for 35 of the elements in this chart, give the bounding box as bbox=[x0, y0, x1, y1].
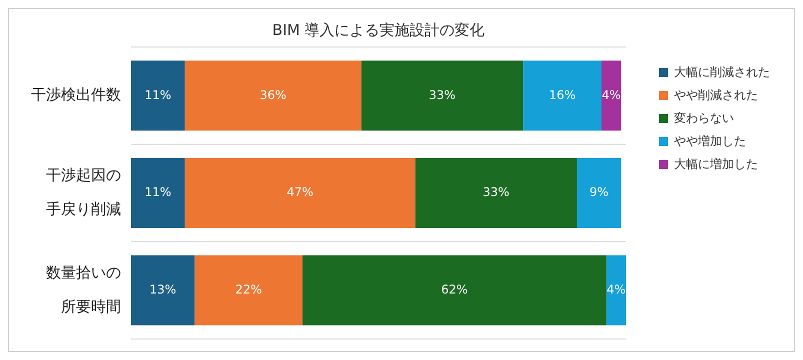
data-label: 16% bbox=[548, 88, 576, 102]
data-label: 36% bbox=[260, 88, 286, 102]
data-label: 11% bbox=[144, 185, 172, 200]
y-tick-label: 数量拾いの所要時間 bbox=[46, 263, 121, 316]
bar bbox=[576, 158, 622, 228]
data-label: 4% bbox=[606, 282, 626, 297]
bar bbox=[601, 60, 622, 131]
bar bbox=[131, 158, 185, 228]
bar bbox=[606, 255, 626, 326]
data-label: 33% bbox=[428, 88, 456, 102]
bar bbox=[415, 158, 577, 228]
data-label: 4% bbox=[602, 88, 621, 102]
bar bbox=[361, 60, 524, 131]
data-label: 62% bbox=[441, 282, 468, 297]
y-tick-label: 干渉検出件数 bbox=[31, 86, 121, 104]
bar bbox=[131, 60, 185, 131]
data-label: 22% bbox=[235, 282, 262, 297]
bar bbox=[184, 158, 416, 228]
bar bbox=[194, 255, 303, 326]
legend-label: やや増加した bbox=[674, 133, 746, 150]
data-label: 13% bbox=[150, 282, 176, 297]
bar bbox=[523, 60, 602, 131]
y-tick-label: 干渉起因の手戻り削減 bbox=[46, 166, 121, 218]
data-label: 47% bbox=[286, 185, 314, 200]
legend-label: やや削減された bbox=[674, 87, 758, 104]
data-label: 11% bbox=[144, 88, 172, 102]
chart-title: BIM 導入による実施設計の変化 bbox=[271, 21, 486, 40]
data-label: 33% bbox=[482, 185, 510, 200]
bar bbox=[302, 255, 606, 326]
legend-label: 大幅に削減された bbox=[674, 64, 770, 81]
bar bbox=[131, 255, 195, 326]
legend-label: 大幅に増加した bbox=[674, 156, 758, 173]
data-label: 9% bbox=[590, 185, 609, 200]
bar bbox=[184, 60, 362, 131]
legend-label: 変わらない bbox=[674, 110, 734, 127]
